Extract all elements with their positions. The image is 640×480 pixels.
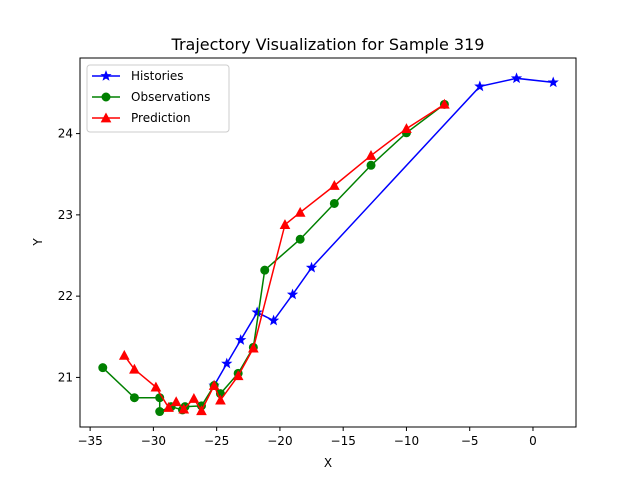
data-point-observations-3 <box>155 407 165 417</box>
legend: Histories Observations Prediction <box>86 64 230 133</box>
data-point-histories-3 <box>251 306 263 318</box>
data-point-prediction-10 <box>232 370 244 381</box>
data-point-observations-13 <box>295 234 305 244</box>
data-point-prediction-8 <box>208 379 220 390</box>
data-point-histories-1 <box>221 357 233 369</box>
data-point-prediction-5 <box>178 403 190 414</box>
y-axis: 21 22 23 24 <box>58 127 80 384</box>
data-point-prediction-4 <box>170 396 182 407</box>
y-tick-label: 23 <box>58 208 73 222</box>
legend-box <box>86 64 230 133</box>
x-tick-label: −20 <box>267 434 292 448</box>
y-axis-label: Y <box>31 238 45 247</box>
legend-label-histories: Histories <box>131 69 184 83</box>
data-point-prediction-2 <box>150 381 162 392</box>
data-point-prediction-3 <box>163 401 174 412</box>
chart-title: Trajectory Visualization for Sample 319 <box>171 35 485 54</box>
data-point-histories-7 <box>474 80 486 92</box>
axes-frame <box>79 57 577 428</box>
y-tick-label: 24 <box>58 127 73 141</box>
data-point-histories-5 <box>286 288 299 300</box>
legend-label-observations: Observations <box>131 90 210 104</box>
data-point-prediction-0 <box>118 349 130 360</box>
data-point-observations-15 <box>366 160 376 170</box>
data-point-prediction-6 <box>188 393 200 403</box>
data-point-prediction-17 <box>439 98 450 109</box>
x-tick-label: 0 <box>529 434 537 448</box>
x-tick-label: −35 <box>77 434 102 448</box>
series-line-prediction <box>123 103 445 413</box>
data-point-prediction-14 <box>328 180 340 190</box>
data-point-observations-1 <box>129 393 139 403</box>
series-line-histories <box>213 77 554 386</box>
legend-label-prediction: Prediction <box>131 111 191 125</box>
data-point-prediction-9 <box>215 394 226 405</box>
x-axis: −35 −30 −25 −20 −15 −10 −5 0 <box>77 427 537 448</box>
plot-area <box>98 72 559 417</box>
legend-marker-observations <box>101 92 111 102</box>
data-point-observations-14 <box>329 198 339 208</box>
data-point-prediction-12 <box>279 219 291 229</box>
data-point-observations-0 <box>98 363 108 373</box>
data-point-observations-12 <box>260 265 270 275</box>
legend-marker-histories <box>100 70 112 81</box>
data-point-prediction-15 <box>365 149 377 160</box>
legend-marker-prediction <box>100 112 112 123</box>
y-tick-label: 22 <box>58 289 73 303</box>
data-point-prediction-7 <box>196 405 207 416</box>
x-tick-label: −5 <box>461 434 479 448</box>
x-axis-label: X <box>324 456 332 470</box>
data-point-prediction-13 <box>294 206 306 217</box>
data-point-prediction-1 <box>129 363 140 374</box>
data-point-histories-6 <box>305 261 318 273</box>
x-tick-label: −30 <box>141 434 166 448</box>
data-point-prediction-11 <box>248 342 259 353</box>
x-tick-label: −25 <box>204 434 229 448</box>
data-point-histories-4 <box>267 314 280 326</box>
data-point-histories-8 <box>510 72 523 84</box>
data-point-prediction-16 <box>401 123 412 134</box>
data-point-histories-9 <box>547 76 559 88</box>
x-tick-label: −15 <box>331 434 356 448</box>
x-tick-label: −10 <box>394 434 419 448</box>
data-point-histories-2 <box>235 334 247 345</box>
y-tick-label: 21 <box>58 370 73 384</box>
